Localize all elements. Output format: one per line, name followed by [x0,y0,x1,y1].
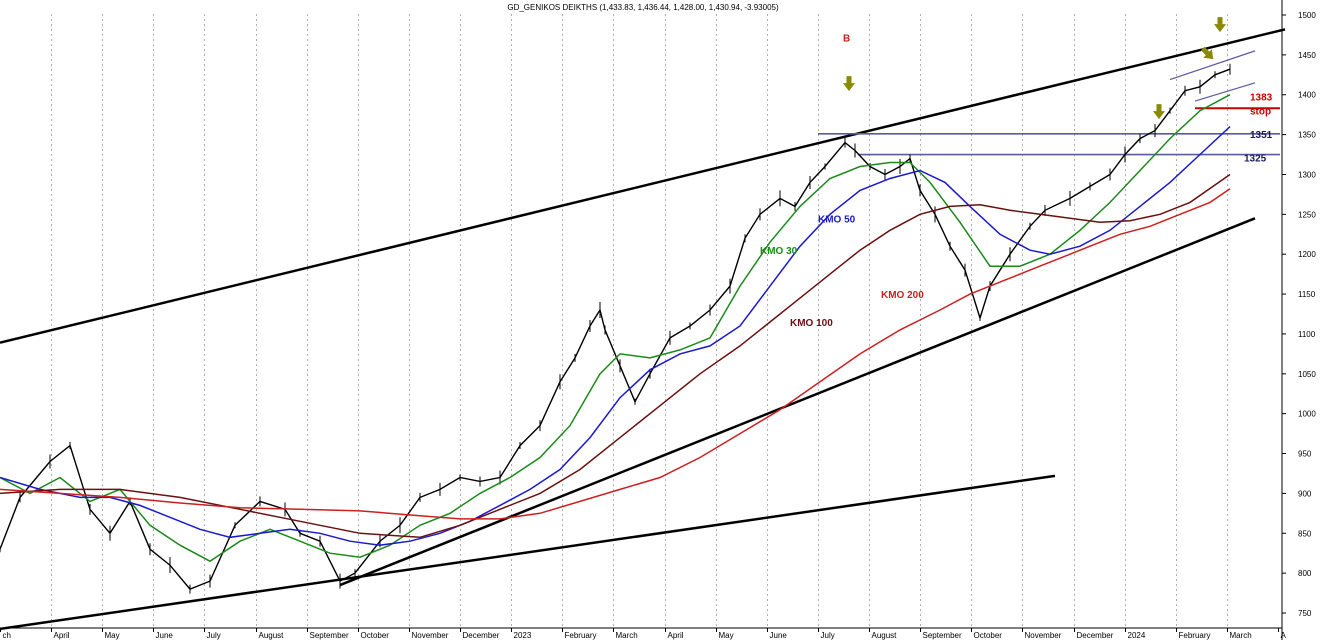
arrow-shape [1153,104,1165,120]
trend-line-2 [339,217,1256,587]
x-tick-label-2023: 2023 [514,631,532,640]
arrow-icon-2 [1200,46,1214,60]
series [0,63,1231,594]
x-tick-label-march: March [1230,631,1252,640]
x-tick-label-october: October [361,631,390,640]
annotation-kmo200: KMO 200 [881,290,924,301]
arrow-shape [1214,17,1226,33]
chart-title: GD_GENIKOS DEIKTHS (1,433.83, 1,436.44, … [507,3,779,12]
x-tick-label-september: September [923,631,962,640]
series-line-kmo-50 [0,126,1231,546]
y-tick-label-1500: 1500 [1298,11,1316,20]
series-line-kmo-200 [0,188,1231,520]
y-tick-label-1400: 1400 [1298,91,1316,100]
annotations: B KMO 30 KMO 50 KMO 100 KMO 200 1383 stop 1351 1… [760,33,1273,329]
x-tick-label-july: July [821,631,835,640]
y-tick-label-1100: 1100 [1298,330,1316,339]
annotation-kmo100: KMO 100 [790,318,833,329]
y-tick-label-750: 750 [1298,609,1312,618]
x-tick-label-november: November [1025,631,1062,640]
x-tick-label-november: November [412,631,449,640]
x-tick-label-october: October [974,631,1003,640]
x-tick-label-february: February [565,631,597,640]
x-tick-label-june: June [156,631,174,640]
x-tick-label-june: June [770,631,788,640]
x-tick-label-april: April [54,631,70,640]
y-axis: 750 800 850 900 950 1000 1050 1100 1150 1200 1250 1… [1282,11,1316,618]
x-tick-label-may: May [719,631,734,640]
trendlines [0,28,1286,631]
x-axis: ch April May June July August September October… [0,628,1287,640]
x-tick-label-may: May [105,631,120,640]
x-tick-label-2024: 2024 [1128,631,1146,640]
x-tick-label-august: August [872,631,898,640]
series-line-kmo-30 [0,94,1231,563]
annotation-stop: stop [1250,107,1271,118]
x-tick-label-december: December [463,631,500,640]
annotation-v1325: 1325 [1244,154,1267,165]
x-tick-label-december: December [1077,631,1114,640]
x-gridlines [0,0,1283,640]
trend-line-1 [0,474,1056,631]
arrow-shape [843,76,855,92]
y-tick-label-1450: 1450 [1298,51,1316,60]
x-tick-label-a: A [1281,631,1287,640]
y-tick-label-1350: 1350 [1298,131,1316,140]
arrows [843,17,1226,120]
y-tick-label-1150: 1150 [1298,290,1316,299]
arrow-icon-0 [843,76,855,92]
x-tick-label-ch: ch [3,631,11,640]
x-tick-label-september: September [310,631,349,640]
y-tick-label-900: 900 [1298,489,1312,498]
x-tick-label-april: April [668,631,684,640]
price-series [0,63,1231,594]
arrow-icon-3 [1214,17,1226,33]
channel-line-4 [1194,82,1256,102]
y-tick-label-800: 800 [1298,569,1312,578]
y-tick-label-1200: 1200 [1298,250,1316,259]
annotation-b: B [843,33,850,44]
y-tick-label-850: 850 [1298,529,1312,538]
y-tick-label-1250: 1250 [1298,210,1316,219]
x-tick-label-august: August [259,631,285,640]
x-tick-label-february: February [1179,631,1211,640]
channel-line-3 [1169,50,1256,81]
y-tick-label-1050: 1050 [1298,370,1316,379]
annotation-v1351: 1351 [1250,130,1273,141]
y-tick-label-1300: 1300 [1298,170,1316,179]
x-tick-label-july: July [207,631,221,640]
y-tick-label-950: 950 [1298,450,1312,459]
y-tick-label-1000: 1000 [1298,410,1316,419]
annotation-kmo50: KMO 50 [818,214,856,225]
x-tick-label-march: March [616,631,638,640]
trend-line-0 [0,28,1286,344]
annotation-kmo30: KMO 30 [760,246,798,257]
arrow-icon-1 [1153,104,1165,120]
series-line-kmo-100 [0,173,1231,539]
arrow-shape [1200,46,1214,60]
annotation-v1383: 1383 [1250,92,1273,103]
price-line [0,68,1231,590]
